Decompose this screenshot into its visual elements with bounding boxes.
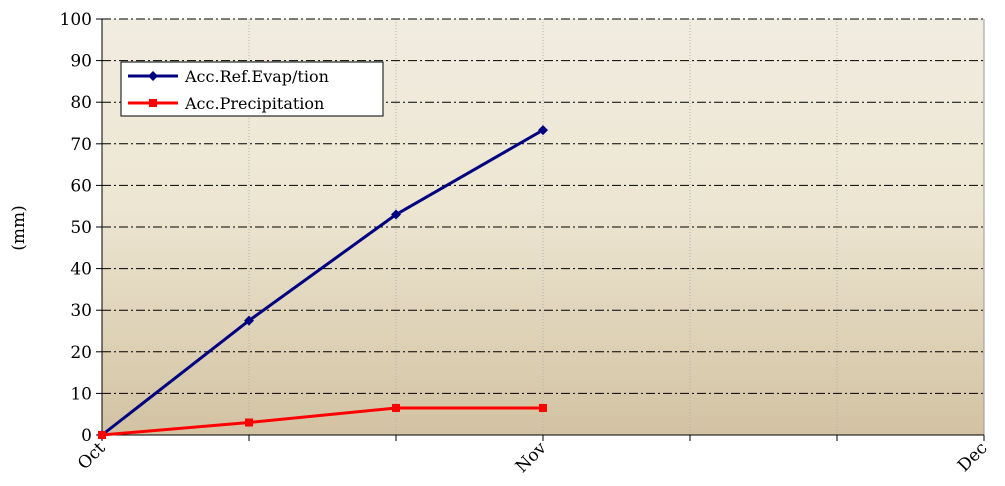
x-tick-label: Dec [954,438,992,476]
series-group [97,125,548,440]
y-axis-label: (mm) [9,205,29,251]
x-tick-labels: Oct Nov Dec [74,438,992,477]
data-point [98,431,106,439]
legend: Acc.Ref.Evap/tion Acc.Precipitation [120,61,384,117]
y-tick-label: 30 [70,301,92,321]
y-tick-label: 70 [70,135,92,155]
data-point [538,125,548,136]
y-tick-label: 90 [70,52,92,72]
legend-swatch-marker [149,99,157,107]
legend-item: Acc.Precipitation [128,94,324,113]
y-tick-labels: 0 10 20 30 40 50 60 70 80 90 100 [60,10,92,446]
data-point [391,209,401,220]
x-tick-label: Oct [74,438,110,474]
y-tick-label: 80 [70,93,92,113]
data-point [539,403,547,412]
y-tick-label: 60 [70,176,92,196]
x-tick-label: Nov [512,438,551,477]
data-point [245,418,253,427]
y-tick-label: 40 [70,260,92,280]
y-tick-label: 100 [60,10,92,30]
y-tick-label: 50 [70,218,92,238]
legend-swatch-marker [148,71,158,81]
series-1 [98,403,547,439]
legend-box [120,61,384,117]
grid [102,18,985,435]
series-line [101,406,543,437]
legend-label: Acc.Precipitation [184,94,324,113]
legend-label: Acc.Ref.Evap/tion [184,67,329,86]
data-point [392,403,400,412]
legend-item: Acc.Ref.Evap/tion [128,67,329,86]
y-tick-label: 10 [70,384,92,404]
y-tick-label: 0 [81,426,92,446]
data-point [244,315,254,326]
y-tick-label: 20 [70,343,92,363]
series-line [101,128,544,437]
